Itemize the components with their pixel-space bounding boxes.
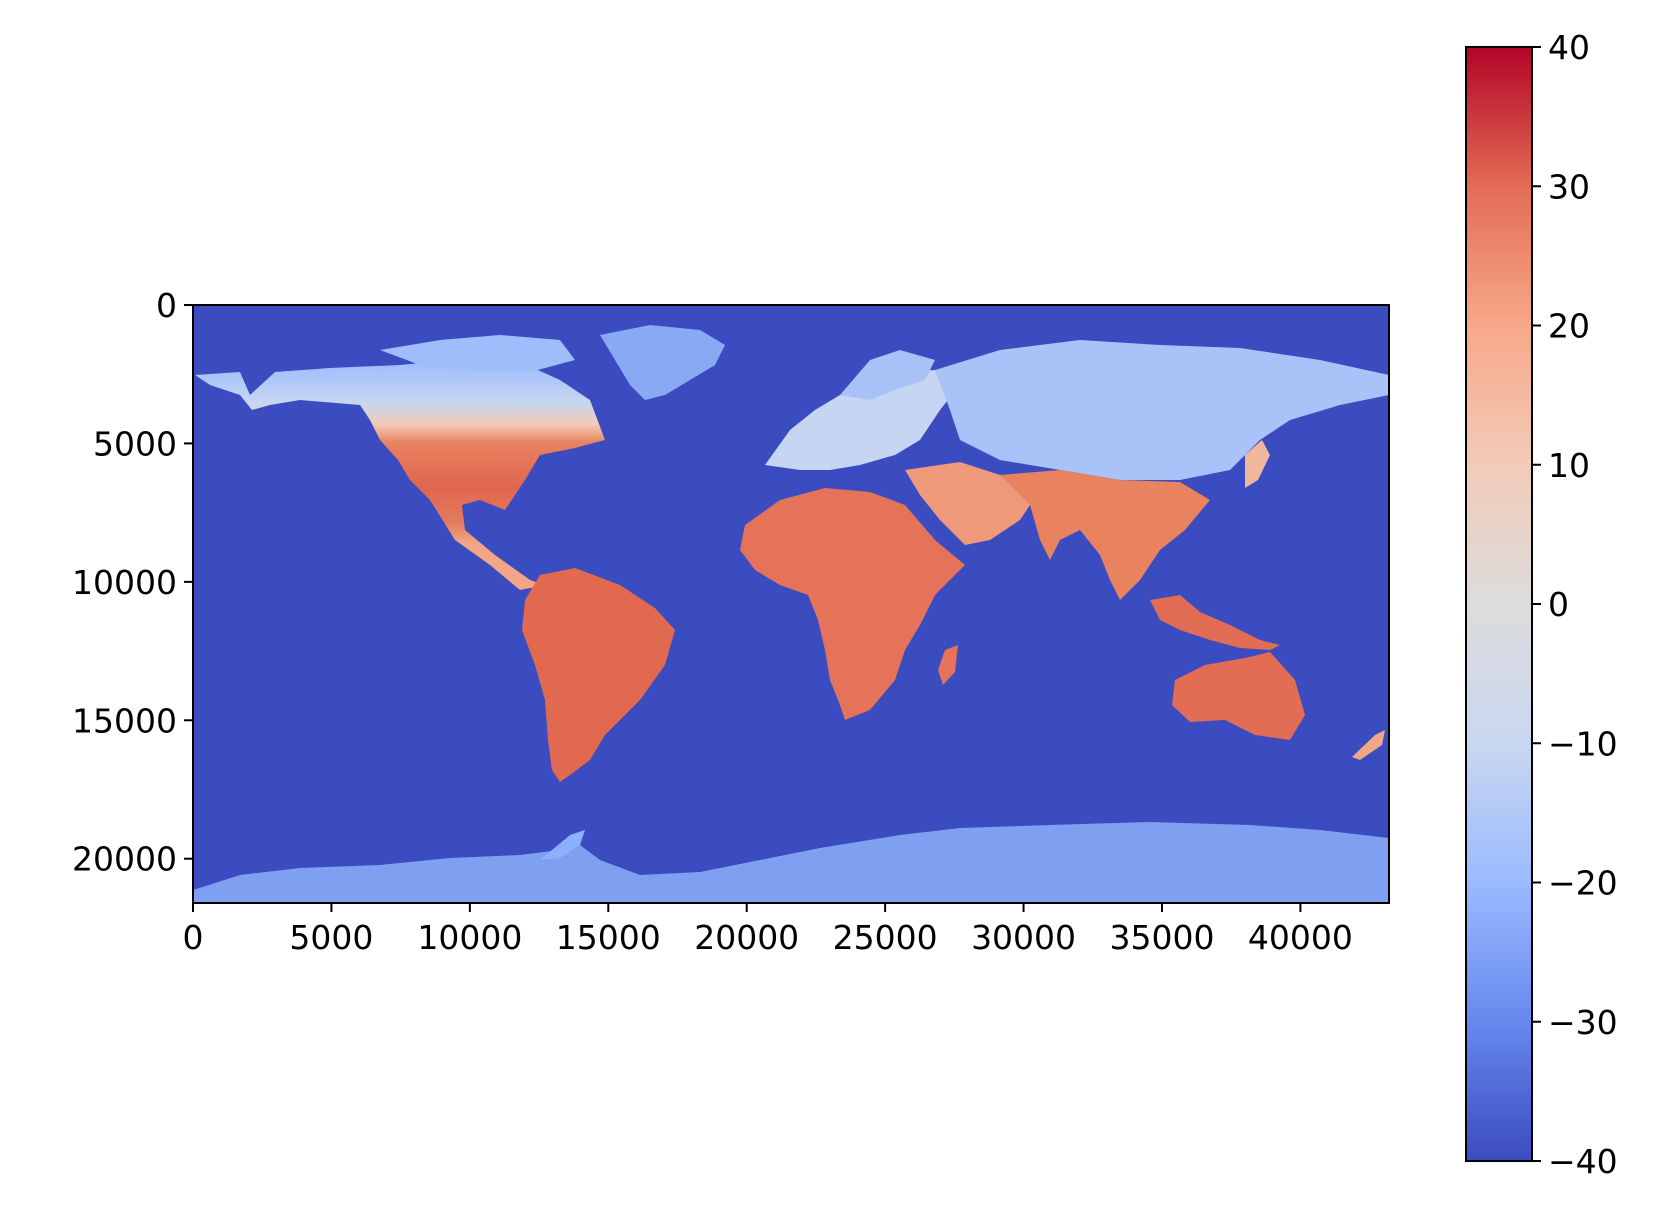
land-masses xyxy=(193,325,1389,903)
x-tick-label: 5000 xyxy=(289,918,373,957)
land-antarctic-peninsula xyxy=(540,830,585,860)
x-tick-label: 30000 xyxy=(971,918,1076,957)
land-south-america xyxy=(522,568,675,782)
x-axis-ticks: 0 5000 10000 15000 20000 25000 30000 35000 40000 xyxy=(183,903,1353,957)
land-greenland xyxy=(600,325,725,400)
x-tick-label: 35000 xyxy=(1109,918,1214,957)
land-maritime-southeast-asia xyxy=(1150,595,1280,650)
colorbar-tick-label: 20 xyxy=(1548,307,1590,346)
y-axis-ticks: 0 5000 10000 15000 20000 xyxy=(72,286,193,879)
land-japan xyxy=(1245,440,1270,488)
x-tick-label: 15000 xyxy=(556,918,661,957)
colorbar-tick-label: 30 xyxy=(1548,167,1590,206)
land-arctic-islands xyxy=(380,335,575,372)
x-tick-label: 20000 xyxy=(694,918,799,957)
colorbar-tick-label: 40 xyxy=(1548,28,1590,67)
x-tick-label: 10000 xyxy=(417,918,522,957)
heatmap-axes: 0 5000 10000 15000 20000 25000 30000 35000 40000… xyxy=(72,286,1390,957)
land-africa xyxy=(740,488,965,720)
colorbar-gradient-bar xyxy=(1466,47,1532,1161)
colorbar-tick-label: −40 xyxy=(1548,1142,1618,1181)
axes-frame xyxy=(192,304,1390,904)
colorbar: −40 −30 −20 −10 0 10 20 30 40 xyxy=(1465,28,1618,1181)
y-tick-label: 15000 xyxy=(72,701,177,740)
x-tick-label: 0 xyxy=(183,918,204,957)
land-scandinavia xyxy=(840,350,935,400)
land-middle-east xyxy=(905,462,1040,545)
colorbar-tick-label: 10 xyxy=(1548,446,1590,485)
land-europe xyxy=(765,370,960,470)
land-north-america xyxy=(195,360,605,590)
colorbar-tick-label: −30 xyxy=(1548,1003,1618,1042)
colorbar-tick-label: 0 xyxy=(1548,585,1569,624)
x-tick-label: 40000 xyxy=(1248,918,1353,957)
y-tick-label: 10000 xyxy=(72,563,177,602)
land-new-zealand xyxy=(1352,730,1385,760)
y-tick-label: 20000 xyxy=(72,840,177,879)
land-antarctica xyxy=(193,822,1389,903)
x-tick-label: 25000 xyxy=(833,918,938,957)
colorbar-tick-label: −20 xyxy=(1548,864,1618,903)
land-asia-south xyxy=(1000,470,1210,600)
y-tick-label: 5000 xyxy=(93,424,177,463)
land-madagascar xyxy=(938,645,958,685)
land-australia xyxy=(1172,652,1305,740)
y-tick-label: 0 xyxy=(156,286,177,325)
land-asia-north xyxy=(935,340,1389,480)
colorbar-tick-label: −10 xyxy=(1548,724,1618,763)
colorbar-ticks: −40 −30 −20 −10 0 10 20 30 40 xyxy=(1532,28,1618,1181)
